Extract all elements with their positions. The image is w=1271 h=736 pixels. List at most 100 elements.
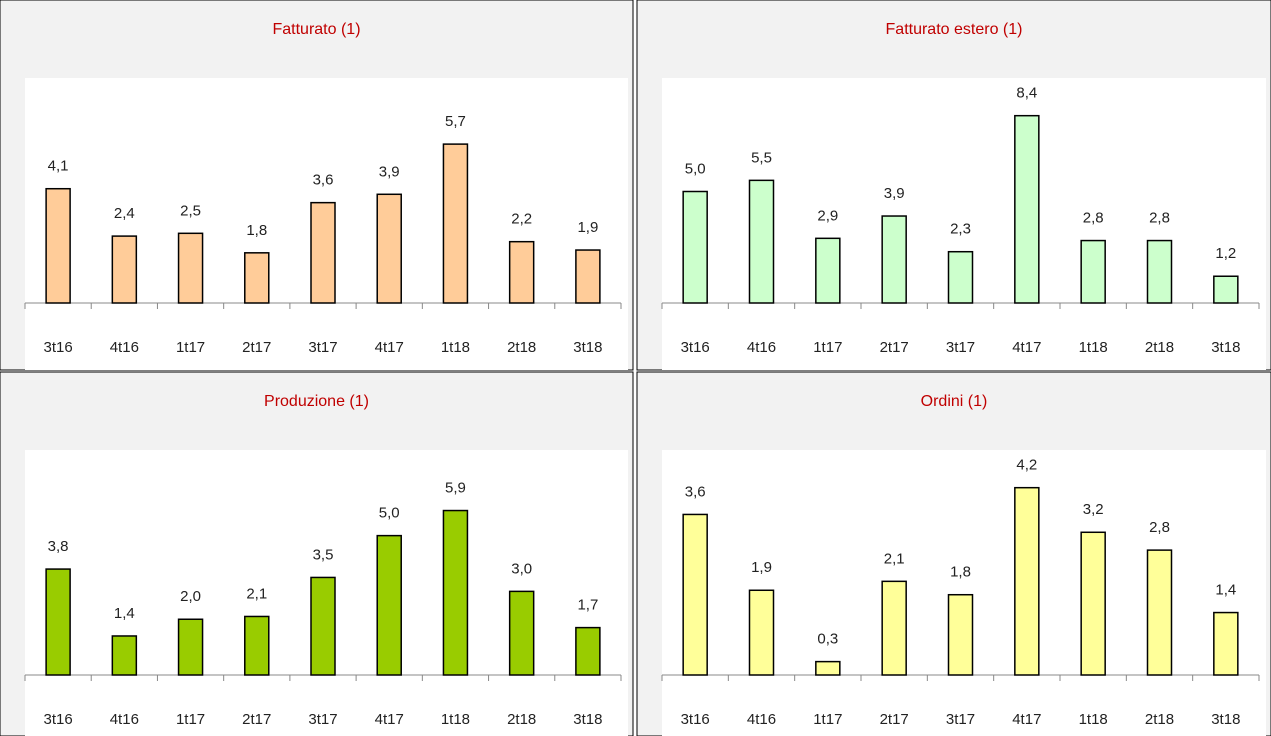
value-label: 2,0 <box>180 588 201 605</box>
x-tick-label: 2t17 <box>880 339 909 356</box>
x-tick-label: 3t16 <box>44 339 73 356</box>
value-label: 1,4 <box>1215 582 1236 599</box>
value-label: 2,8 <box>1083 210 1104 227</box>
bar <box>508 590 535 676</box>
value-label: 5,9 <box>445 480 466 497</box>
value-label: 2,2 <box>511 211 532 228</box>
x-tick-label: 3t16 <box>681 339 710 356</box>
x-tick-label: 4t16 <box>110 711 139 728</box>
value-label: 5,7 <box>445 113 466 130</box>
bar <box>111 235 138 304</box>
bar <box>947 250 974 304</box>
value-label: 8,4 <box>1016 85 1037 102</box>
bar <box>815 237 841 304</box>
value-label: 2,3 <box>950 221 971 238</box>
chart-title: Fatturato (1) <box>272 21 360 38</box>
value-label: 2,9 <box>817 207 838 224</box>
x-tick-label: 2t18 <box>1145 711 1174 728</box>
x-tick-label: 3t18 <box>573 711 602 728</box>
bar <box>376 534 402 676</box>
x-tick-label: 1t18 <box>441 711 470 728</box>
value-label: 1,2 <box>1215 245 1236 262</box>
value-label: 2,1 <box>246 585 267 602</box>
x-tick-label: 1t17 <box>813 711 842 728</box>
bar <box>881 580 907 676</box>
x-tick-label: 1t18 <box>441 339 470 356</box>
chart-title: Ordini (1) <box>921 393 988 410</box>
value-label: 2,8 <box>1149 519 1170 536</box>
bar <box>1146 239 1173 304</box>
x-tick-label: 3t16 <box>681 711 710 728</box>
x-tick-label: 4t16 <box>747 339 776 356</box>
x-tick-label: 1t17 <box>176 339 205 356</box>
value-label: 3,5 <box>313 546 334 563</box>
x-tick-label: 2t18 <box>1145 339 1174 356</box>
value-label: 5,5 <box>751 149 772 166</box>
bar <box>244 615 270 676</box>
bar <box>508 240 535 304</box>
chart-title: Produzione (1) <box>264 393 369 410</box>
value-label: 2,5 <box>180 202 201 219</box>
bar <box>815 660 841 676</box>
x-tick-label: 3t17 <box>308 339 337 356</box>
bar <box>45 187 71 304</box>
bar <box>682 513 708 676</box>
bar <box>682 190 708 304</box>
value-label: 3,9 <box>379 163 400 180</box>
value-label: 4,2 <box>1016 457 1037 474</box>
bar <box>442 509 469 676</box>
x-tick-label: 3t17 <box>308 711 337 728</box>
bar <box>1146 549 1173 676</box>
bar <box>442 143 469 304</box>
bar <box>1080 239 1106 304</box>
x-tick-label: 2t17 <box>242 339 271 356</box>
value-label: 3,0 <box>511 560 532 577</box>
bar <box>177 232 204 304</box>
x-tick-label: 2t17 <box>880 711 909 728</box>
value-label: 4,1 <box>48 158 69 175</box>
x-tick-label: 1t18 <box>1079 711 1108 728</box>
x-tick-label: 3t16 <box>44 711 73 728</box>
value-label: 2,8 <box>1149 210 1170 227</box>
bar <box>575 249 601 304</box>
value-label: 2,1 <box>884 550 905 567</box>
x-tick-label: 2t17 <box>242 711 271 728</box>
bar <box>310 201 336 304</box>
x-tick-label: 3t18 <box>1211 339 1240 356</box>
bar <box>575 626 601 676</box>
x-tick-label: 3t18 <box>573 339 602 356</box>
bar <box>1213 611 1239 676</box>
x-tick-label: 1t17 <box>813 339 842 356</box>
x-tick-label: 2t18 <box>507 711 536 728</box>
value-label: 5,0 <box>379 505 400 522</box>
bar <box>1014 114 1040 304</box>
x-tick-label: 3t17 <box>946 711 975 728</box>
value-label: 3,6 <box>685 483 706 500</box>
value-label: 2,4 <box>114 205 135 222</box>
value-label: 1,9 <box>751 559 772 576</box>
bar <box>310 576 336 676</box>
bar <box>376 193 402 304</box>
x-tick-label: 1t18 <box>1079 339 1108 356</box>
value-label: 0,3 <box>817 631 838 648</box>
bar <box>45 568 71 676</box>
chart-title: Fatturato estero (1) <box>886 21 1023 38</box>
bar <box>111 635 138 676</box>
value-label: 3,2 <box>1083 501 1104 518</box>
value-label: 3,8 <box>48 538 69 555</box>
bar <box>748 179 775 304</box>
x-tick-label: 3t17 <box>946 339 975 356</box>
value-label: 1,8 <box>950 564 971 581</box>
value-label: 1,9 <box>577 219 598 236</box>
x-tick-label: 4t17 <box>375 339 404 356</box>
x-tick-label: 4t17 <box>1012 711 1041 728</box>
value-label: 1,4 <box>114 605 135 622</box>
x-tick-label: 4t16 <box>110 339 139 356</box>
x-tick-label: 3t18 <box>1211 711 1240 728</box>
value-label: 1,8 <box>246 222 267 239</box>
x-tick-label: 4t17 <box>1012 339 1041 356</box>
x-tick-label: 2t18 <box>507 339 536 356</box>
bar <box>244 252 270 304</box>
bar <box>748 589 775 676</box>
